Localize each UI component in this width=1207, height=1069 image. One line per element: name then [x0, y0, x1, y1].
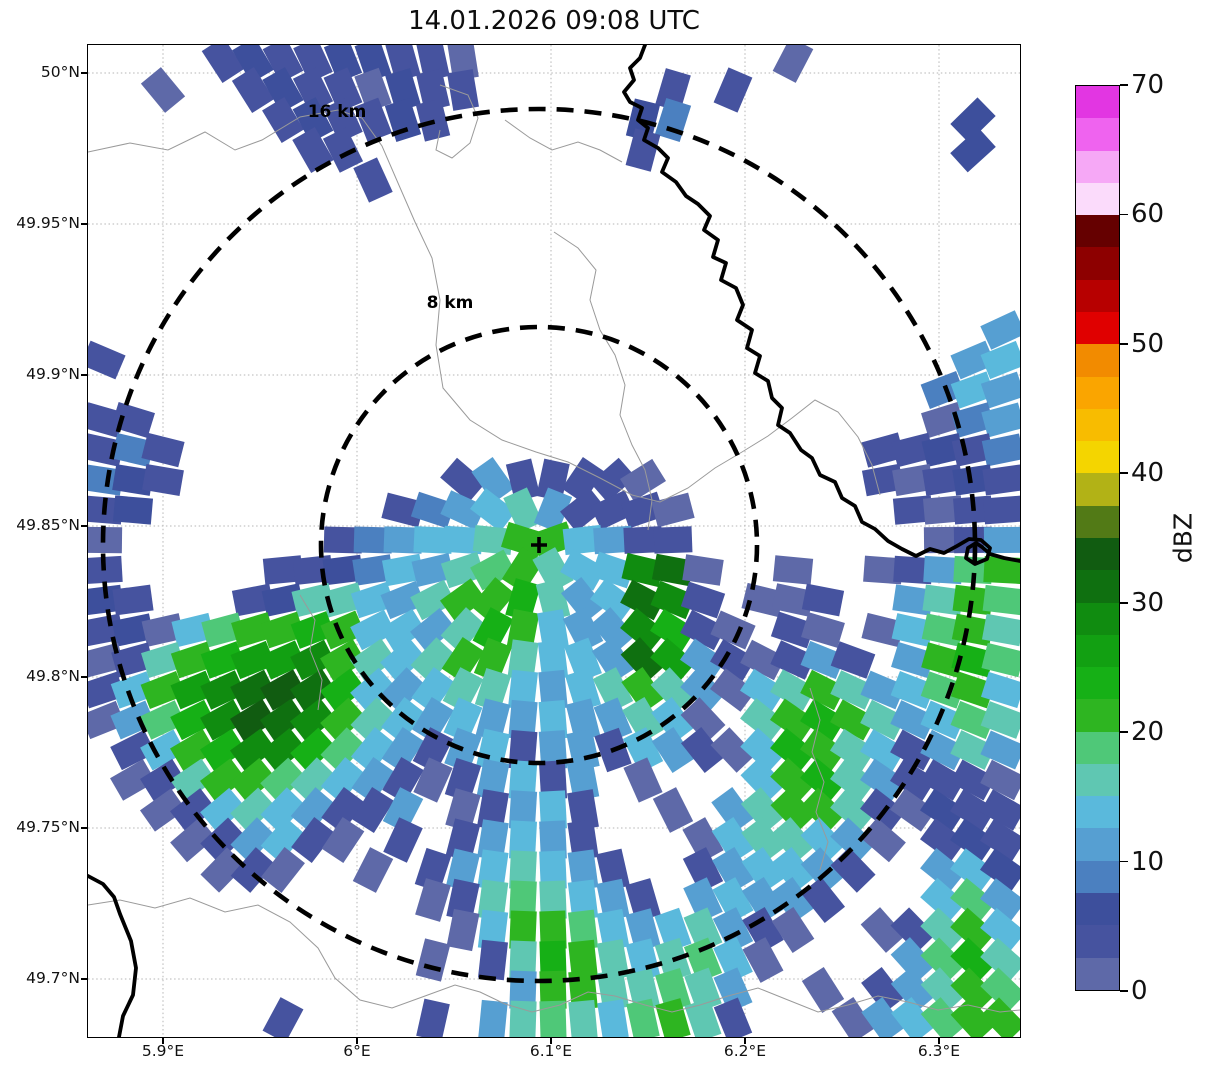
colorbar-step — [1076, 828, 1119, 861]
colorbar-step — [1076, 925, 1119, 958]
range-ring-16km — [100, 106, 978, 984]
colorbar-step — [1076, 731, 1119, 764]
colorbar-step — [1076, 796, 1119, 829]
colorbar-step — [1076, 537, 1119, 571]
lat-tick-mark — [81, 72, 88, 74]
radar-center-marker — [531, 537, 547, 553]
lat-tick-label: 50°N — [40, 63, 80, 81]
lat-tick-label: 49.7°N — [26, 969, 80, 987]
colorbar-label: dBZ — [1168, 512, 1198, 564]
map-plot-area: 16 km 8 km — [88, 45, 1020, 1037]
colorbar-step — [1076, 505, 1119, 538]
colorbar-tick-mark — [1120, 860, 1128, 863]
colorbar-step — [1076, 247, 1119, 280]
graticule-gridlines — [88, 45, 1020, 1037]
lon-tick-label: 5.9°E — [141, 1042, 185, 1060]
lon-tick-mark — [162, 1037, 164, 1044]
colorbar-step — [1076, 893, 1119, 926]
colorbar-step — [1076, 441, 1119, 474]
lon-tick-mark — [744, 1037, 746, 1044]
lon-tick-mark — [550, 1037, 552, 1044]
colorbar-step — [1076, 473, 1119, 506]
colorbar-step — [1076, 118, 1119, 151]
colorbar-step — [1076, 667, 1119, 700]
colorbar-step — [1076, 860, 1119, 894]
lat-tick-label: 49.9°N — [26, 365, 80, 383]
colorbar-step — [1076, 408, 1119, 442]
lat-tick-mark — [81, 978, 88, 980]
range-ring-label: 8 km — [426, 293, 474, 313]
colorbar-step — [1076, 150, 1119, 183]
colorbar-step — [1076, 634, 1119, 668]
lat-tick-label: 49.8°N — [26, 667, 80, 685]
colorbar-tick-mark — [1120, 472, 1128, 475]
range-ring-label: 16 km — [307, 102, 367, 122]
colorbar-tick-mark — [1120, 84, 1128, 86]
lon-tick-label: 6.3°E — [917, 1042, 961, 1060]
colorbar-tick-label: 60 — [1131, 199, 1165, 230]
lon-tick-label: 6.1°E — [529, 1042, 573, 1060]
lon-tick-label: 6°E — [343, 1042, 371, 1060]
colorbar-tick-label: 70 — [1131, 70, 1165, 100]
lat-tick-mark — [81, 374, 88, 376]
colorbar-step — [1076, 699, 1119, 732]
colorbar-step — [1076, 376, 1119, 409]
country-border-lines — [88, 45, 1020, 1037]
lat-tick-mark — [81, 827, 88, 829]
lat-tick-label: 49.95°N — [16, 214, 80, 232]
colorbar-tick-label: 20 — [1131, 717, 1165, 748]
colorbar-tick-label: 10 — [1131, 846, 1165, 877]
colorbar-step — [1076, 344, 1119, 377]
colorbar-step — [1076, 763, 1119, 797]
colorbar-tick-mark — [1120, 213, 1128, 216]
lon-tick-mark — [356, 1037, 358, 1044]
colorbar-tick-label: 30 — [1131, 587, 1165, 618]
lon-tick-mark — [938, 1037, 940, 1044]
colorbar-step — [1076, 182, 1119, 216]
colorbar-step — [1076, 86, 1119, 119]
colorbar-tick-mark — [1120, 601, 1128, 604]
plot-title: 14.01.2026 09:08 UTC — [408, 6, 700, 36]
colorbar-step — [1076, 602, 1119, 635]
lat-tick-label: 49.85°N — [16, 516, 80, 534]
colorbar-tick-label: 50 — [1131, 328, 1165, 359]
colorbar-step — [1076, 311, 1119, 345]
colorbar-step — [1076, 215, 1119, 248]
lat-tick-label: 49.75°N — [16, 818, 80, 836]
colorbar-tick-label: 0 — [1131, 976, 1148, 1006]
lat-tick-mark — [81, 525, 88, 527]
admin-boundary-lines — [88, 84, 1020, 1013]
colorbar-step — [1076, 570, 1119, 603]
colorbar-tick-label: 40 — [1131, 458, 1165, 489]
lat-tick-mark — [81, 223, 88, 225]
colorbar-tick-mark — [1120, 990, 1128, 992]
colorbar-step — [1076, 957, 1119, 990]
range-ring-8km — [318, 324, 760, 766]
colorbar — [1075, 85, 1120, 991]
map-overlay — [88, 45, 1020, 1037]
lat-tick-mark — [81, 676, 88, 678]
lon-tick-label: 6.2°E — [723, 1042, 767, 1060]
colorbar-step — [1076, 279, 1119, 312]
colorbar-tick-mark — [1120, 731, 1128, 733]
range-rings — [100, 106, 978, 984]
colorbar-tick-mark — [1120, 343, 1128, 345]
